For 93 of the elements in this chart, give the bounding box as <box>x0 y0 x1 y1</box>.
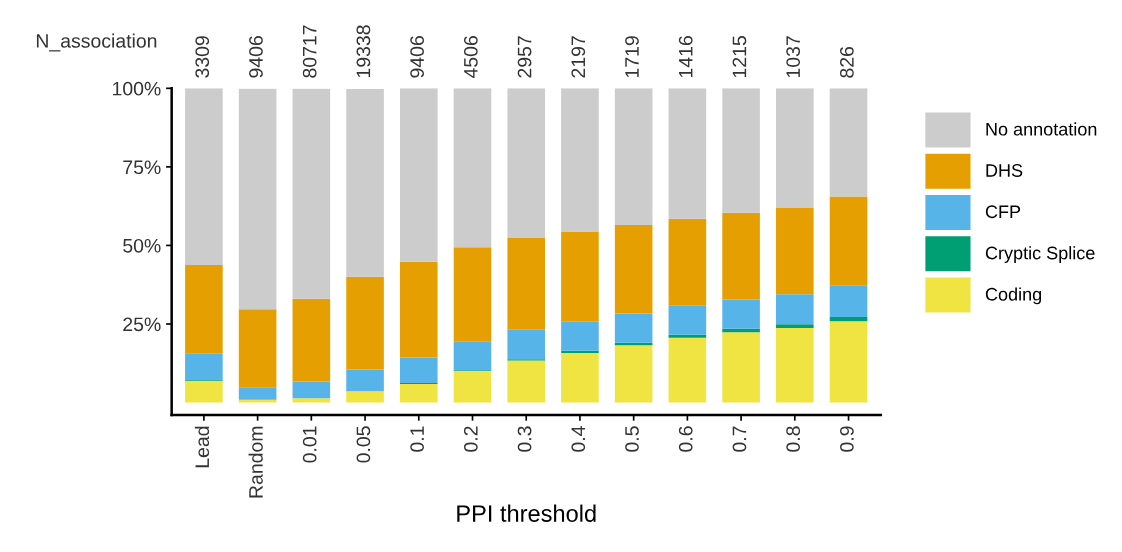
bar <box>346 276 384 370</box>
x-tick-label: Lead <box>194 426 210 468</box>
bar <box>776 324 814 329</box>
bar <box>829 321 868 403</box>
x-tick-label: 0.2 <box>463 426 478 452</box>
text: 9406 <box>410 36 424 78</box>
bar <box>507 88 546 238</box>
text: 1719 <box>625 36 639 78</box>
text: 2957 <box>517 36 532 78</box>
text: 19338 <box>356 25 371 78</box>
bar <box>776 208 814 295</box>
text: 1215 <box>732 36 747 78</box>
bar <box>561 88 599 232</box>
bar <box>507 237 546 330</box>
text: 3309 <box>195 36 210 78</box>
bar <box>185 264 223 354</box>
text: 2197 <box>571 36 586 78</box>
legend-label: Coding <box>985 287 1042 305</box>
x-tick-label: 0.4 <box>571 426 586 452</box>
bar <box>238 88 277 310</box>
bar <box>776 328 814 403</box>
bar <box>668 337 707 403</box>
bar <box>776 88 814 209</box>
bar <box>722 299 760 329</box>
bar <box>185 88 223 265</box>
x-tick-label: 0.6 <box>678 426 693 452</box>
bar <box>346 369 384 392</box>
bar <box>453 88 492 248</box>
bar <box>399 357 438 384</box>
bar <box>668 88 707 219</box>
x-axis-title: PPI threshold <box>457 504 596 522</box>
bar <box>722 88 760 213</box>
bar <box>453 247 492 342</box>
bar <box>346 88 384 277</box>
bar <box>399 88 438 262</box>
bar <box>668 334 707 338</box>
text: 9406 <box>249 36 263 78</box>
bar <box>453 371 492 403</box>
bar <box>668 218 707 306</box>
text: 1037 <box>786 36 801 78</box>
bar <box>614 88 653 225</box>
legend-label: Cryptic Splice <box>985 246 1095 263</box>
bar <box>829 196 868 286</box>
x-tick-label: 0.1 <box>410 426 424 452</box>
bar <box>561 231 599 322</box>
bar <box>292 298 331 382</box>
text: 1416 <box>678 36 693 78</box>
bar <box>292 398 331 403</box>
bar <box>292 381 331 399</box>
bar <box>292 88 331 299</box>
bar <box>829 317 868 322</box>
bar <box>829 88 868 197</box>
bar <box>507 329 546 360</box>
bar <box>507 360 546 403</box>
text: N_association <box>36 33 157 52</box>
x-tick-label: 0.3 <box>517 426 532 452</box>
bar <box>185 380 223 403</box>
bar <box>776 294 814 325</box>
x-tick-label: 0.9 <box>839 426 854 452</box>
legend-label: DHS <box>986 164 1023 177</box>
bar <box>346 391 384 403</box>
bar <box>829 285 868 318</box>
bar <box>722 332 760 403</box>
bar <box>614 225 653 314</box>
bar <box>614 345 653 403</box>
bar <box>561 350 599 353</box>
x-tick-label: 0.01 <box>302 426 317 463</box>
bar <box>238 309 277 388</box>
x-tick-label: 0.7 <box>732 426 747 452</box>
bar <box>238 387 277 400</box>
bar <box>399 261 438 358</box>
bar <box>238 399 277 403</box>
bar <box>453 341 492 371</box>
y-tick-label: 100% <box>113 81 161 96</box>
x-tick-label: 0.05 <box>356 426 371 463</box>
bar <box>185 353 223 380</box>
bar <box>561 352 599 403</box>
x-tick-label: 0.8 <box>786 426 801 452</box>
bar <box>614 313 653 343</box>
bar <box>399 384 438 403</box>
text: 80717 <box>302 25 317 78</box>
legend-label: No annotation <box>986 122 1097 136</box>
x-tick-label: 0.5 <box>625 426 639 452</box>
legend-label: CFP <box>985 205 1021 219</box>
text: 4506 <box>463 36 478 79</box>
y-tick-label: 25% <box>123 317 161 332</box>
bar <box>561 321 599 351</box>
y-tick-label: 75% <box>123 160 161 175</box>
text: 826 <box>839 46 854 78</box>
bar <box>722 212 760 300</box>
x-tick-label: Random <box>248 426 263 498</box>
bar <box>668 305 707 335</box>
y-tick-label: 50% <box>123 238 161 253</box>
